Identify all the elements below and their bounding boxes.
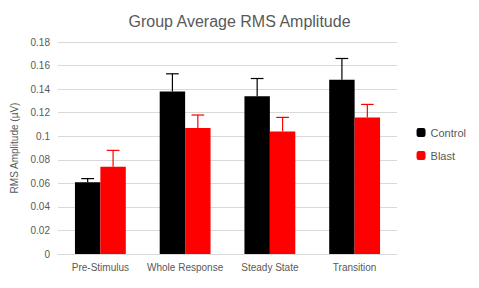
svg-text:Blast: Blast bbox=[431, 150, 455, 162]
svg-text:0.02: 0.02 bbox=[31, 225, 51, 236]
svg-text:Steady State: Steady State bbox=[241, 262, 299, 273]
svg-text:0.08: 0.08 bbox=[31, 154, 51, 165]
svg-text:0.1: 0.1 bbox=[36, 131, 50, 142]
svg-text:0: 0 bbox=[44, 249, 50, 260]
svg-text:Pre-Stimulus: Pre-Stimulus bbox=[72, 262, 129, 273]
svg-text:0.14: 0.14 bbox=[31, 84, 51, 95]
svg-text:Whole Response: Whole Response bbox=[147, 262, 224, 273]
svg-text:Control: Control bbox=[431, 127, 466, 139]
svg-text:0.06: 0.06 bbox=[31, 178, 51, 189]
svg-text:0.18: 0.18 bbox=[31, 37, 51, 48]
svg-text:Transition: Transition bbox=[333, 262, 377, 273]
svg-text:0.04: 0.04 bbox=[31, 201, 51, 212]
svg-text:0.12: 0.12 bbox=[31, 107, 51, 118]
svg-text:0.16: 0.16 bbox=[31, 60, 51, 71]
svg-text:Group Average RMS Amplitude: Group Average RMS Amplitude bbox=[128, 13, 350, 30]
svg-text:RMS Amplitude (µV): RMS Amplitude (µV) bbox=[9, 103, 20, 194]
